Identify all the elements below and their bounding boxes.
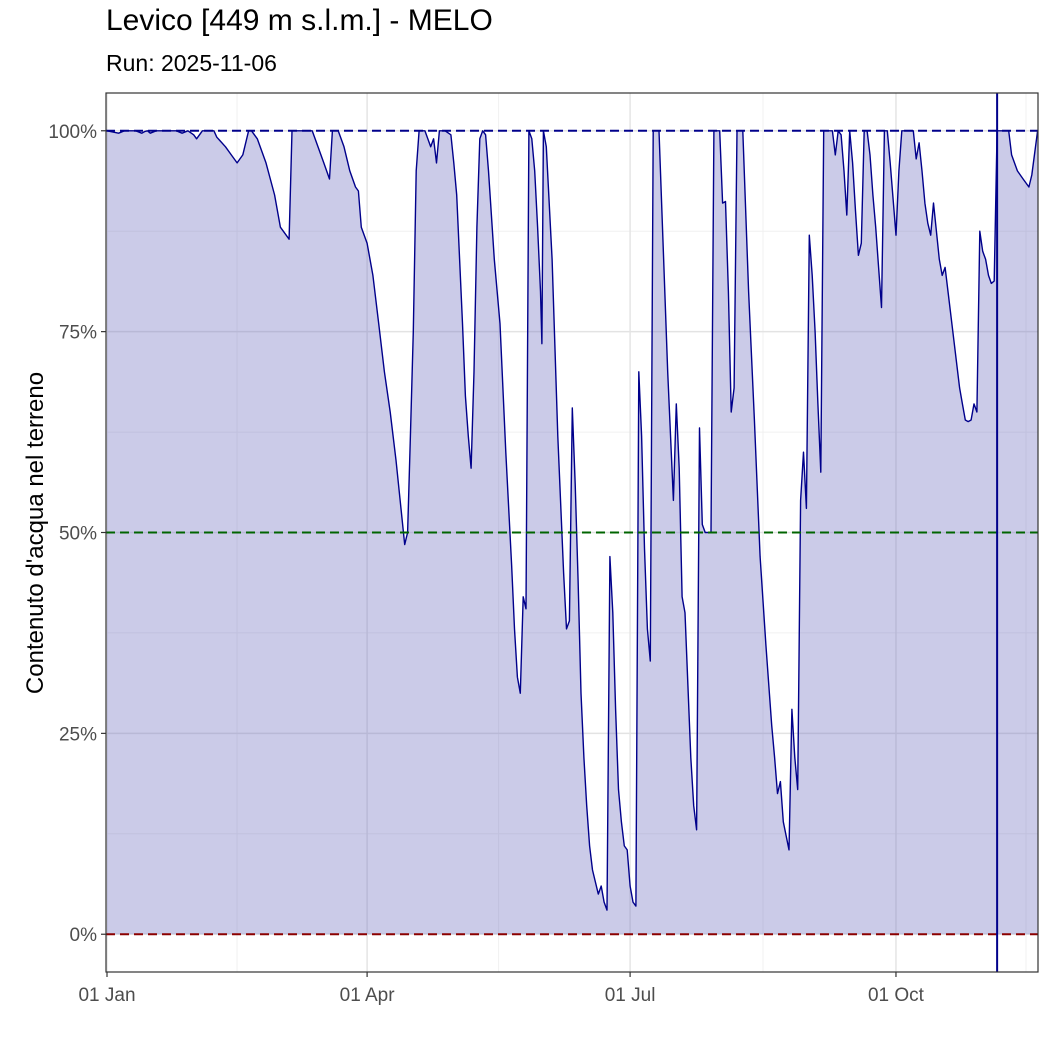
x-tick-label: 01 Oct bbox=[868, 985, 925, 1006]
y-tick-label: 50% bbox=[59, 524, 97, 545]
y-tick-label: 75% bbox=[59, 323, 97, 344]
y-tick-label: 25% bbox=[59, 724, 97, 745]
y-tick-label: 0% bbox=[70, 925, 98, 946]
series-line bbox=[106, 130, 1038, 911]
y-tick-label: 100% bbox=[48, 122, 97, 143]
x-tick-label: 01 Jan bbox=[78, 985, 135, 1006]
chart-subtitle: Run: 2025-11-06 bbox=[106, 50, 277, 76]
chart-title: Levico [449 m s.l.m.] - MELO bbox=[106, 4, 493, 37]
x-tick-label: 01 Jul bbox=[605, 985, 656, 1006]
x-tick-label: 01 Apr bbox=[340, 985, 396, 1006]
